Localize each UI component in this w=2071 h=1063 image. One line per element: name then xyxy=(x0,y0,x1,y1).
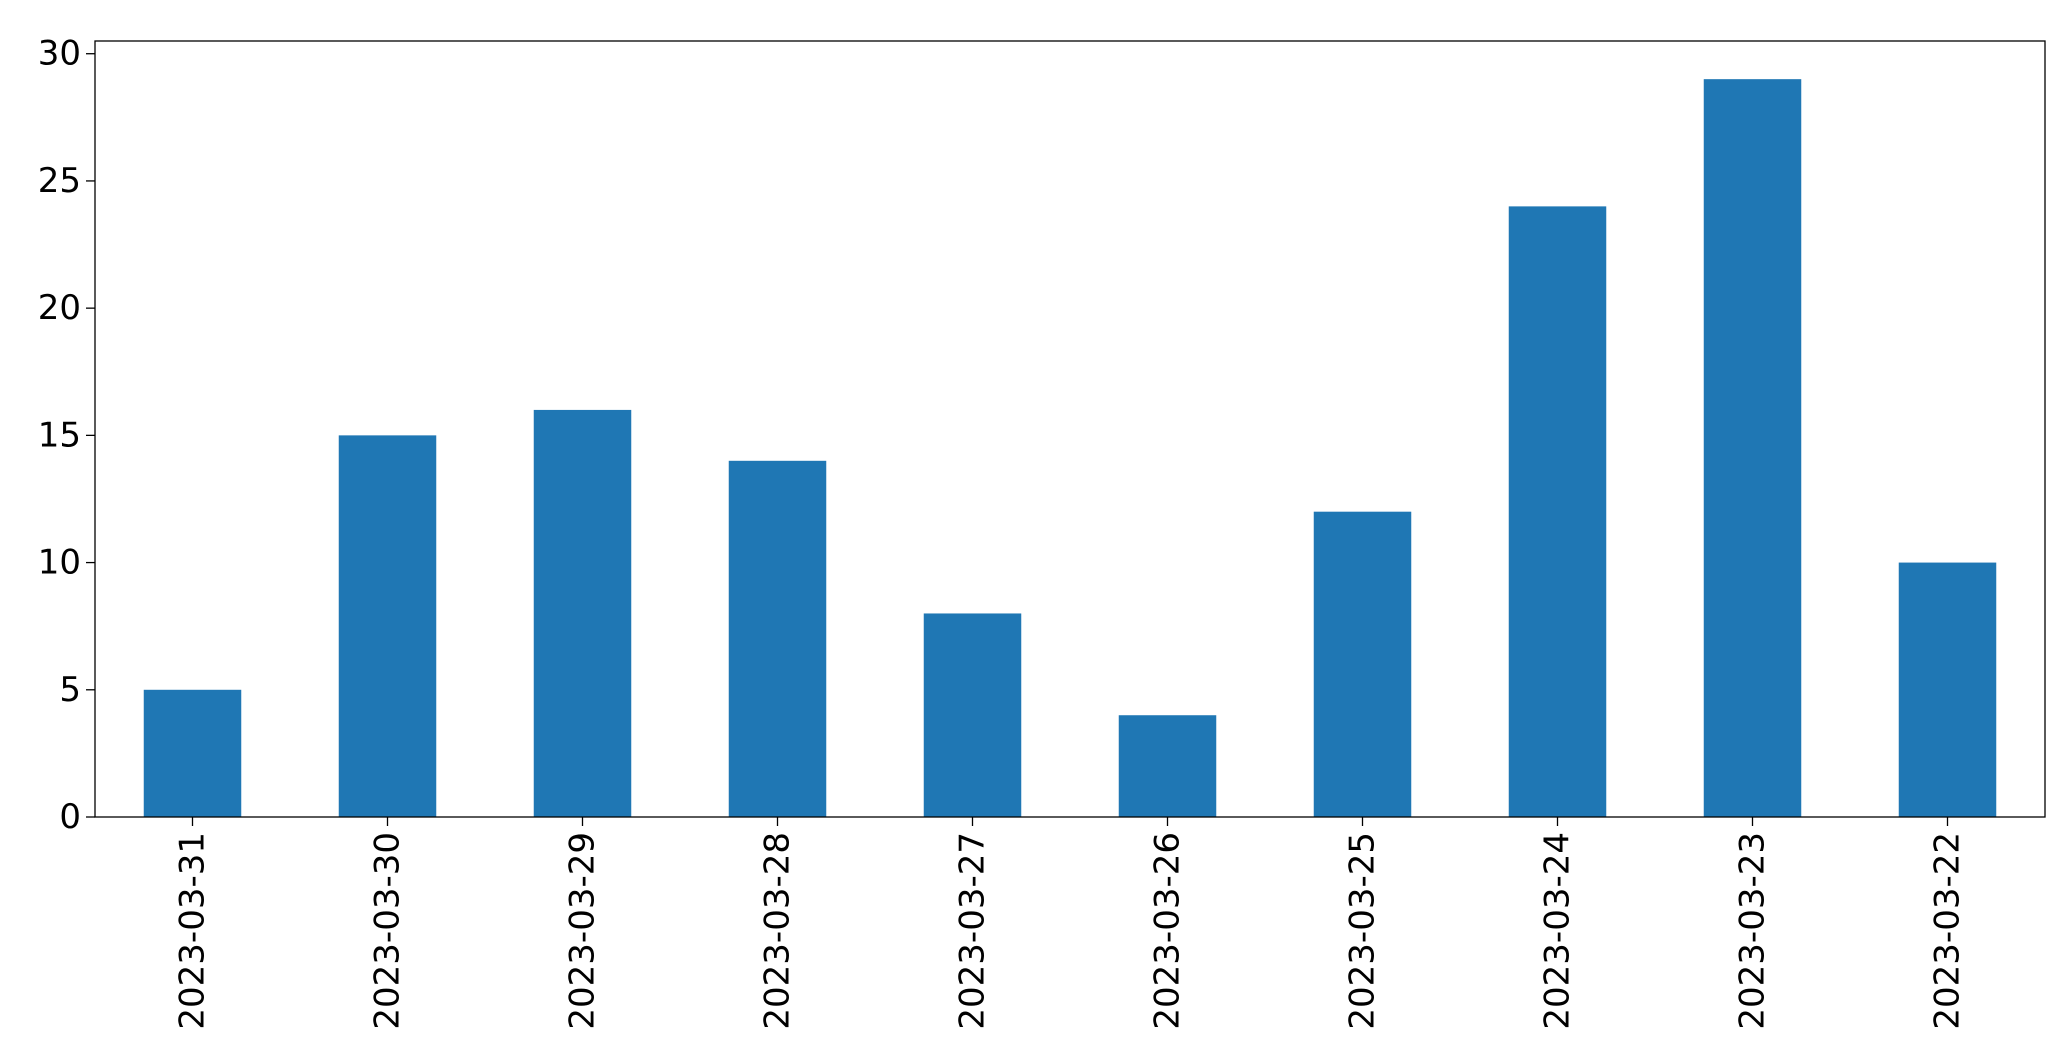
x-tick-label: 2023-03-22 xyxy=(1928,832,1968,1030)
bar-2023-03-24 xyxy=(1508,206,1607,817)
x-tick-label: 2023-03-23 xyxy=(1733,832,1773,1030)
x-tick-label: 2023-03-30 xyxy=(368,832,408,1030)
bar-2023-03-25 xyxy=(1313,511,1412,817)
bar-2023-03-23 xyxy=(1703,79,1802,817)
bar-2023-03-27 xyxy=(923,613,1022,817)
bar-2023-03-28 xyxy=(728,460,827,817)
y-tick-label: 10 xyxy=(38,543,81,583)
y-axis: 0 5 10 15 20 25 30 xyxy=(38,34,95,837)
bar-2023-03-31 xyxy=(143,689,242,817)
y-tick-label: 0 xyxy=(59,797,81,837)
y-tick-label: 30 xyxy=(38,34,81,74)
bar-2023-03-30 xyxy=(338,435,437,817)
bar-2023-03-22 xyxy=(1898,562,1997,817)
y-tick-label: 25 xyxy=(38,161,81,201)
x-tick-label: 2023-03-31 xyxy=(173,832,213,1030)
x-tick-label: 2023-03-26 xyxy=(1148,832,1188,1030)
x-tick-label: 2023-03-29 xyxy=(563,832,603,1030)
bars-group xyxy=(143,79,1997,817)
x-tick-label: 2023-03-25 xyxy=(1343,832,1383,1030)
x-axis: 2023-03-31 2023-03-30 2023-03-29 2023-03-28… xyxy=(173,817,1968,1030)
y-tick-label: 15 xyxy=(38,415,81,455)
bar-2023-03-29 xyxy=(533,409,632,817)
y-tick-label: 5 xyxy=(59,670,81,710)
x-tick-label: 2023-03-28 xyxy=(758,832,798,1030)
bar-2023-03-26 xyxy=(1118,715,1217,817)
plot-frame xyxy=(94,40,2046,818)
x-tick-label: 2023-03-24 xyxy=(1538,832,1578,1030)
x-tick-label: 2023-03-27 xyxy=(953,832,993,1030)
y-tick-label: 20 xyxy=(38,288,81,328)
